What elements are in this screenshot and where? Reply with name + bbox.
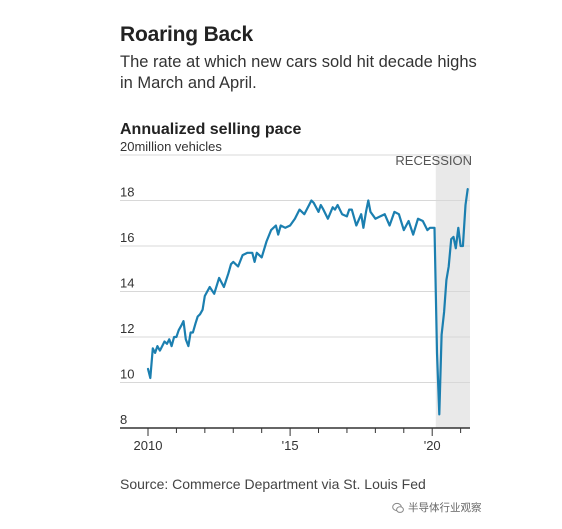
y-tick-label: 8 xyxy=(120,412,127,427)
x-axis: 2010 '15 '20 xyxy=(120,427,470,453)
y-tick-label: 12 xyxy=(120,321,134,336)
wechat-icon xyxy=(392,502,404,513)
recession-shading-layer: RECESSION xyxy=(395,153,472,428)
source-note: Source: Commerce Department via St. Loui… xyxy=(120,476,426,492)
headline: Roaring Back xyxy=(120,23,253,46)
series-layer xyxy=(146,188,469,416)
x-tick-label: '15 xyxy=(282,438,299,453)
watermark: 半导体行业观察 xyxy=(392,500,482,515)
y-tick-label: 16 xyxy=(120,230,134,245)
y-tick-label: 14 xyxy=(120,276,134,291)
y-tick-label: 20million vehicles xyxy=(120,139,222,154)
x-tick-label: '20 xyxy=(424,438,441,453)
y-tick-label: 18 xyxy=(120,185,134,200)
subheadline: The rate at which new cars sold hit deca… xyxy=(120,53,477,92)
x-tick-label: 2010 xyxy=(134,438,163,453)
series-line xyxy=(146,188,469,416)
watermark-text: 半导体行业观察 xyxy=(408,502,482,514)
gridlines-layer xyxy=(120,154,470,383)
recession-label: RECESSION xyxy=(395,153,472,168)
y-tick-label: 10 xyxy=(120,367,134,382)
y-axis: 8 10 12 14 16 18 20million vehicles xyxy=(120,139,222,427)
chart-title: Annualized selling pace xyxy=(120,121,302,138)
